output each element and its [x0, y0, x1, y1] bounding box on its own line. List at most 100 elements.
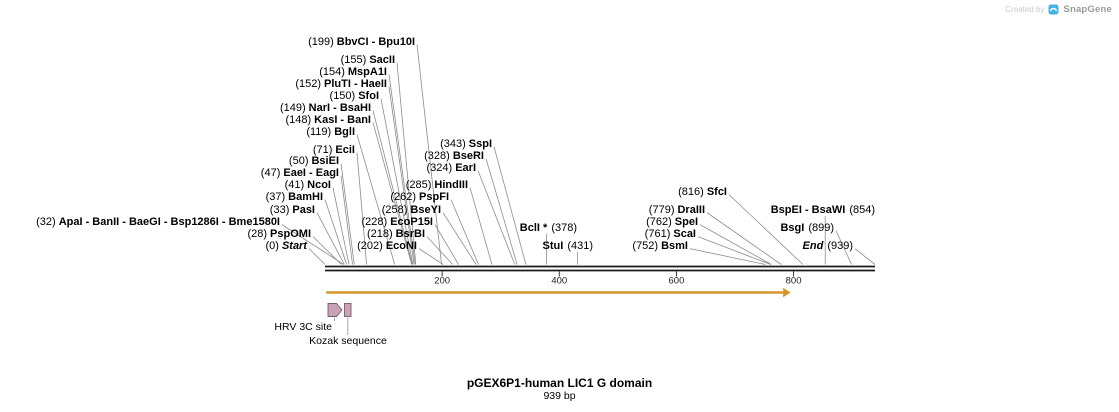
restriction-site-label[interactable]: End (939) [803, 240, 853, 252]
restriction-site-label[interactable]: (752) BsmI [632, 240, 688, 252]
created-by-label: Created by [1005, 5, 1045, 14]
site-position: (854) [849, 204, 875, 216]
site-name: MspA1I [347, 66, 387, 78]
restriction-site-label[interactable]: (762) SpeI [646, 216, 698, 228]
site-name: BseRI [452, 150, 484, 162]
site-name: EaeI - EagI [283, 167, 339, 179]
restriction-site-label[interactable]: (41) NcoI [285, 179, 331, 191]
site-name: BbvCI - Bpu10I [336, 36, 415, 48]
orf-feature-arrow-head[interactable] [783, 287, 791, 298]
site-leader-line [332, 187, 350, 265]
restriction-site-label[interactable]: (154) MspA1I [319, 66, 387, 78]
site-leader-line [372, 110, 413, 265]
site-position: (285) [405, 179, 432, 191]
restriction-site-label[interactable]: (262) PspFI [390, 191, 449, 203]
restriction-site-label[interactable]: BsgI (899) [780, 222, 834, 234]
restriction-site-label[interactable]: (71) EciI [313, 144, 355, 156]
restriction-site-label[interactable]: BclI * (378) [520, 222, 577, 234]
site-position: (218) [366, 228, 393, 240]
restriction-site-label[interactable]: (155) SacII [341, 54, 395, 66]
site-name: ScaI [673, 228, 696, 240]
site-leader-line [689, 248, 766, 265]
site-position: (41) [284, 179, 305, 191]
site-position: (199) [308, 36, 334, 48]
site-position: (119) [306, 126, 332, 138]
restriction-site-label[interactable]: (119) BglI [306, 126, 355, 138]
site-leader-line [418, 248, 444, 265]
site-leader-line [854, 248, 876, 265]
restriction-site-label[interactable]: (218) BsrBI [367, 228, 425, 240]
site-leader-line [356, 134, 396, 265]
restriction-site-label[interactable]: (152) PluTI - HaeII [295, 78, 387, 90]
site-name: BsiEI [311, 155, 339, 167]
site-name: StuI [542, 240, 564, 252]
restriction-site-label[interactable]: (150) SfoI [330, 90, 379, 102]
figure-title: pGEX6P1-human LIC1 G domain [466, 376, 653, 390]
restriction-site-label[interactable]: (28) PspOMI [247, 228, 311, 240]
site-leader-line [340, 163, 355, 265]
site-name: BsgI [780, 222, 805, 234]
site-name: BsmI [661, 240, 688, 252]
restriction-site-label[interactable]: (343) SspI [440, 138, 492, 150]
site-name: PluTI - HaeII [324, 78, 387, 90]
site-leader-line [835, 230, 852, 265]
restriction-site-label[interactable]: (816) SfcI [678, 186, 727, 198]
site-leader-line [450, 199, 479, 265]
ruler-tick-label: 600 [669, 276, 685, 287]
restriction-site-label[interactable]: (328) BseRI [424, 150, 484, 162]
site-leader-line [340, 175, 353, 265]
restriction-site-label[interactable]: (50) BsiEI [289, 155, 339, 167]
site-name: HindIII [434, 179, 468, 191]
restriction-site-label[interactable]: (47) EaeI - EagI [261, 167, 339, 179]
site-position: (28) [247, 228, 268, 240]
restriction-site-label[interactable]: (761) ScaI [645, 228, 696, 240]
site-position: (761) [644, 228, 671, 240]
restriction-site-label[interactable]: (149) NarI - BsaHI [280, 102, 371, 114]
restriction-site-label[interactable]: (324) EarI [427, 162, 476, 174]
site-position: (32) [36, 216, 56, 228]
site-name: Start [281, 240, 307, 252]
site-leader-line [416, 44, 442, 265]
restriction-site-label[interactable]: (199) BbvCI - Bpu10I [308, 36, 415, 48]
annotation-label[interactable]: Kozak sequence [309, 335, 387, 347]
site-name: EcoP15I [390, 216, 433, 228]
restriction-site-label[interactable]: (33) PasI [270, 204, 315, 216]
hrv-3c-site-feature[interactable] [327, 303, 343, 317]
site-name: PspFI [419, 191, 449, 203]
restriction-site-label[interactable]: BspEI - BsaWI (854) [771, 204, 875, 216]
site-name: BclI * [519, 222, 548, 234]
annotation-label[interactable]: HRV 3C site [274, 321, 332, 333]
snapgene-brand-label: SnapGene [1063, 4, 1112, 15]
kozak-sequence-feature[interactable] [344, 303, 352, 317]
site-name: NarI - BsaHI [308, 102, 371, 114]
restriction-site-label[interactable]: (258) BseYI [382, 204, 441, 216]
restriction-site-label[interactable]: (32) ApaI - BanII - BaeGI - Bsp1286I - Bm… [36, 216, 280, 228]
site-position: (816) [678, 186, 704, 198]
restriction-site-label[interactable]: (148) KasI - BanI [285, 114, 371, 126]
site-position: (37) [265, 191, 286, 203]
restriction-site-label[interactable]: StuI (431) [543, 240, 593, 252]
site-leader-line [388, 74, 416, 265]
snapgene-watermark: Created by SnapGene [1005, 4, 1112, 15]
site-position: (152) [295, 78, 322, 90]
site-name: BamHI [288, 191, 323, 203]
site-position: (262) [390, 191, 417, 203]
restriction-site-label[interactable]: (202) EcoNI [357, 240, 417, 252]
site-leader-line [485, 158, 518, 265]
site-position: (154) [319, 66, 345, 78]
site-name: NcoI [307, 179, 331, 191]
site-position: (148) [285, 114, 312, 126]
restriction-site-label[interactable]: (0) Start [265, 240, 307, 252]
site-position: (33) [269, 204, 290, 216]
site-leader-line [281, 224, 344, 265]
site-position: (202) [357, 240, 383, 252]
restriction-site-label[interactable]: (228) EcoP15I [362, 216, 434, 228]
restriction-site-label[interactable]: (285) HindIII [406, 179, 468, 191]
site-position: (378) [551, 222, 577, 234]
restriction-site-label[interactable]: (37) BamHI [266, 191, 323, 203]
site-name: SpeI [674, 216, 698, 228]
site-name: SspI [468, 138, 492, 150]
snapgene-logo-icon [1048, 4, 1059, 15]
restriction-site-label[interactable]: (779) DraIII [649, 204, 705, 216]
